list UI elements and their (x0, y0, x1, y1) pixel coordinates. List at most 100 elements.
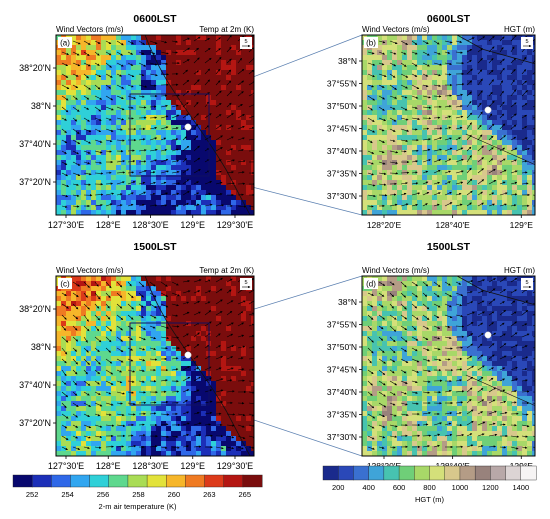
y-tick-label: 37°40'N (327, 146, 357, 156)
y-tick-label: 37°40'N (19, 380, 51, 390)
y-tick-label: 37°30'N (327, 432, 357, 442)
y-tick-label: 37°30'N (327, 191, 357, 201)
panel-right-title: HGT (m) (504, 25, 535, 34)
colorbar-swatch (490, 465, 507, 481)
colorbar-tick-label: 400 (362, 483, 375, 492)
colorbar-swatch (108, 474, 129, 488)
wind-vectors (367, 277, 535, 450)
wind-vectors (367, 35, 535, 208)
colorbar-tick-label: 260 (168, 490, 181, 499)
panel-label: (d) (366, 280, 376, 289)
panel-left-title: Wind Vectors (m/s) (362, 266, 430, 275)
panel-c: 1500LST Wind Vectors (m/s) Temp at 2m (K) (… (19, 241, 255, 471)
y-tick-label: 38°20'N (19, 304, 51, 314)
x-tick-label: 128°E (96, 220, 121, 230)
colorbar-swatch (505, 465, 522, 481)
colorbar-tick-label: 258 (132, 490, 145, 499)
zoom-box (129, 322, 210, 406)
panel-label-box (364, 37, 378, 48)
colorbar-swatch (70, 474, 91, 488)
colorbar-swatch (223, 474, 244, 488)
colorbar-label: HGT (m) (415, 495, 445, 504)
panel-right-title: Temp at 2m (K) (199, 25, 254, 34)
y-tick-label: 37°40'N (19, 139, 51, 149)
temperature-colorbar: 252 254 256 258 260 263 265 2-m air temperature… (12, 474, 263, 511)
panel-frame (361, 275, 536, 457)
colorbar-swatch (166, 474, 186, 488)
y-tick-label: 37°50'N (327, 101, 357, 111)
colorbar-swatch (520, 465, 537, 481)
colorbar-label: 2-m air temperature (K) (99, 502, 177, 511)
x-tick-label: 128°E (96, 461, 121, 471)
colorbar-swatch (474, 465, 491, 481)
colorbar-swatch (338, 465, 354, 481)
y-tick-label: 37°45'N (327, 124, 357, 134)
x-tick-label: 127°30'E (48, 461, 84, 471)
height-colorbar: 200 400 600 800 1000 1200 1400 HGT (m) (322, 465, 537, 504)
colorbar-swatch (12, 474, 33, 488)
y-tick-label: 37°40'N (327, 387, 357, 397)
x-tick-label: 128°20'E (367, 220, 402, 230)
y-tick-label: 38°20'N (19, 63, 51, 73)
colorbar-swatch (146, 474, 167, 488)
colorbar-swatch (204, 474, 225, 488)
field-raster (56, 276, 254, 456)
panel-label-box (364, 278, 378, 289)
panel-time-label: 0600LST (427, 13, 471, 25)
colorbar-swatch (383, 465, 400, 481)
panel-label: (b) (366, 39, 376, 48)
colorbar-tick-label: 600 (393, 483, 406, 492)
y-tick-label: 37°20'N (19, 418, 51, 428)
x-tick-label: 129°E (510, 220, 534, 230)
wind-vectors (61, 277, 254, 451)
colorbar-swatch (322, 465, 339, 481)
vector-reference-value: 5 (244, 280, 247, 286)
y-tick-label: 38°N (338, 56, 357, 66)
panel-a: 0600LST Wind Vectors (m/s) Temp at 2m (K) (… (19, 13, 255, 230)
x-tick-label: 128°30'E (132, 220, 168, 230)
colorbar-swatch (51, 474, 71, 488)
colorbar-tick-label: 800 (423, 483, 436, 492)
panel-label-box (58, 278, 72, 289)
zoom-box (129, 93, 210, 177)
colorbar-swatch (242, 474, 263, 488)
panel-frame (55, 275, 255, 457)
colorbar-swatch (444, 465, 461, 481)
field-raster (362, 35, 535, 215)
x-tick-label: 128°30'E (132, 461, 168, 471)
y-tick-label: 37°55'N (327, 79, 357, 89)
colorbar-swatch (398, 465, 415, 481)
colorbar-swatch (127, 474, 148, 488)
panel-time-label: 1500LST (133, 241, 177, 253)
station-marker (184, 351, 192, 359)
colorbar-swatch (353, 465, 370, 481)
panel-label: (c) (60, 280, 70, 289)
colorbar-tick-label: 1200 (482, 483, 499, 492)
y-tick-label: 37°45'N (327, 365, 357, 375)
colorbar-swatch (429, 465, 446, 481)
y-tick-label: 37°35'N (327, 169, 357, 179)
panel-time-label: 1500LST (427, 241, 471, 253)
panel-frame (55, 34, 255, 216)
y-tick-label: 38°N (338, 297, 357, 307)
colorbar-tick-label: 252 (26, 490, 39, 499)
vector-reference-value: 5 (525, 39, 528, 45)
colorbar-tick-label: 200 (332, 483, 345, 492)
vector-reference-value: 5 (244, 39, 247, 45)
y-tick-label: 37°55'N (327, 320, 357, 330)
panel-left-title: Wind Vectors (m/s) (56, 25, 124, 34)
colorbar-swatch (368, 465, 385, 481)
colorbar-swatch (414, 465, 430, 481)
colorbar-tick-label: 254 (61, 490, 74, 499)
colorbar-tick-label: 256 (97, 490, 110, 499)
y-tick-label: 37°20'N (19, 177, 51, 187)
y-tick-label: 37°35'N (327, 410, 357, 420)
station-marker (484, 106, 492, 114)
x-tick-label: 128°40'E (435, 220, 470, 230)
colorbar-swatch (89, 474, 110, 488)
y-tick-label: 38°N (31, 342, 51, 352)
x-tick-label: 129°E (180, 461, 205, 471)
